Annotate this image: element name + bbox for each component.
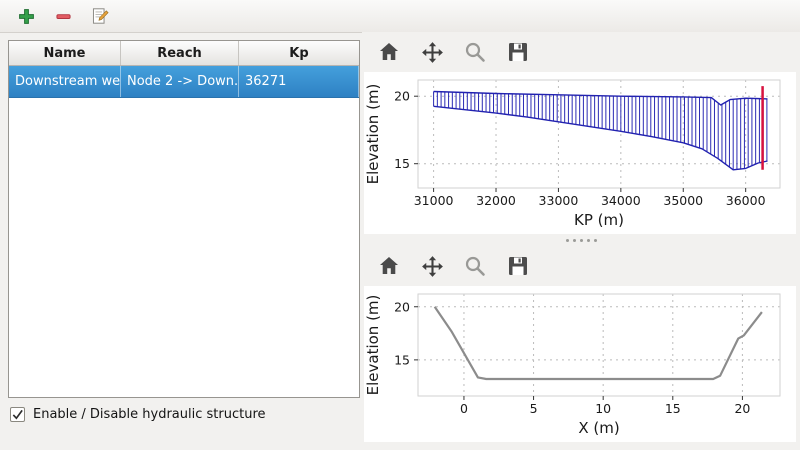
- zoom-icon: [465, 42, 485, 62]
- checkbox-box[interactable]: [10, 407, 25, 422]
- table-row-selected[interactable]: Downstream weir Node 2 -> Down... 36271: [9, 66, 359, 98]
- edit-icon: [92, 8, 109, 24]
- checkmark-icon: [12, 409, 23, 420]
- pan-button[interactable]: [419, 253, 445, 279]
- plots-panel: 31000 32000 33000 34000 35000 36000 15 20 KP (m)…: [362, 32, 800, 450]
- svg-text:20: 20: [734, 401, 750, 416]
- cross-section-block: 0 5 10 15 20 15 20 X (m) Elevation (m): [362, 246, 800, 442]
- column-header-reach[interactable]: Reach: [121, 41, 239, 65]
- svg-text:5: 5: [530, 401, 538, 416]
- checkbox-label: Enable / Disable hydraulic structure: [33, 407, 266, 422]
- column-header-kp[interactable]: Kp: [289, 45, 309, 61]
- save-icon: [509, 43, 527, 61]
- profile-plot-toolbar: [362, 32, 800, 72]
- home-icon: [380, 257, 398, 274]
- table-header-row: Name Reach Kp: [9, 41, 359, 66]
- zoom-button[interactable]: [462, 253, 488, 279]
- svg-text:33000: 33000: [539, 193, 579, 208]
- svg-text:X (m): X (m): [578, 419, 619, 437]
- svg-text:0: 0: [460, 401, 468, 416]
- splitter-dot: [586, 238, 590, 242]
- main-toolbar: [0, 0, 800, 33]
- splitter-dot: [579, 238, 583, 242]
- pan-button[interactable]: [419, 39, 445, 65]
- svg-text:Elevation (m): Elevation (m): [364, 295, 382, 396]
- zoom-button[interactable]: [462, 39, 488, 65]
- save-icon: [509, 257, 527, 275]
- minus-icon: [55, 13, 71, 19]
- enable-structure-checkbox-row[interactable]: Enable / Disable hydraulic structure: [10, 407, 266, 422]
- svg-text:36000: 36000: [726, 193, 766, 208]
- svg-text:32000: 32000: [476, 193, 516, 208]
- home-button[interactable]: [376, 253, 402, 279]
- cell-reach[interactable]: Node 2 -> Down...: [121, 66, 239, 97]
- pan-icon: [421, 41, 443, 63]
- svg-text:20: 20: [394, 299, 410, 314]
- svg-text:Elevation (m): Elevation (m): [364, 84, 382, 185]
- splitter-dot: [565, 238, 569, 242]
- pan-icon: [421, 255, 443, 277]
- cell-kp[interactable]: 36271: [239, 66, 359, 97]
- save-button[interactable]: [505, 39, 531, 65]
- longitudinal-profile-chart[interactable]: 31000 32000 33000 34000 35000 36000 15 20 KP (m)…: [364, 72, 796, 234]
- home-icon: [380, 43, 398, 60]
- svg-text:KP (m): KP (m): [574, 211, 624, 229]
- save-button[interactable]: [505, 253, 531, 279]
- edit-structure-button[interactable]: [89, 5, 111, 27]
- column-header-name[interactable]: Name: [9, 41, 121, 65]
- svg-text:34000: 34000: [601, 193, 641, 208]
- svg-text:10: 10: [595, 401, 611, 416]
- cell-name[interactable]: Downstream weir: [9, 66, 121, 97]
- svg-text:31000: 31000: [414, 193, 454, 208]
- cross-section-plot-toolbar: [362, 246, 800, 286]
- structures-table-panel: Name Reach Kp Downstream weir Node 2 -> …: [8, 40, 360, 398]
- svg-text:15: 15: [665, 401, 681, 416]
- zoom-icon: [465, 256, 485, 276]
- svg-text:15: 15: [394, 352, 410, 367]
- add-structure-button[interactable]: [15, 5, 37, 27]
- longitudinal-profile-block: 31000 32000 33000 34000 35000 36000 15 20 KP (m)…: [362, 32, 800, 234]
- remove-structure-button[interactable]: [52, 5, 74, 27]
- plus-icon: [18, 8, 34, 24]
- svg-text:15: 15: [394, 156, 410, 171]
- svg-text:20: 20: [394, 89, 410, 104]
- cross-section-chart[interactable]: 0 5 10 15 20 15 20 X (m) Elevation (m): [364, 286, 796, 442]
- home-button[interactable]: [376, 39, 402, 65]
- splitter-dot: [572, 238, 576, 242]
- splitter-handle[interactable]: [362, 234, 800, 246]
- splitter-dot: [593, 238, 597, 242]
- svg-text:35000: 35000: [663, 193, 703, 208]
